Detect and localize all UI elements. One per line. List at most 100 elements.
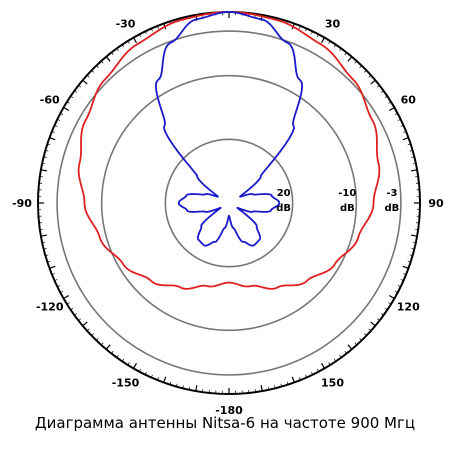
angle-tick [376,85,380,88]
angle-tick [305,28,308,32]
angle-tick [74,90,78,93]
angle-tick [320,37,326,44]
angle-tick [359,337,362,341]
angle-tick [63,294,70,300]
angle-tick [388,302,392,305]
angle-tick [411,169,418,172]
chart-title: Диаграмма антенны Nitsa-6 на частоте 900… [34,414,416,432]
ring-label-unit: dB [340,203,355,214]
angle-tick [397,118,401,121]
angle-tick [347,344,353,350]
angle-tick [49,137,56,141]
angle-tick [305,374,308,378]
outer-ring [37,11,421,395]
angle-label: 30 [325,18,341,31]
angle-tick [407,260,411,263]
angle-tick [400,124,404,127]
angle-tick [43,156,47,158]
angle-tick [388,101,392,104]
angle-tick [74,313,78,316]
angle-tick [328,362,331,366]
angle-tick [51,273,55,275]
angle-tick [402,265,409,269]
angle-tick [380,90,384,93]
angle-label: -60 [40,94,60,107]
ring-label-value: -10 [338,188,356,199]
angle-tick [286,381,289,385]
angle-tick [116,354,119,358]
angle-tick [368,74,372,78]
angle-tick [45,254,49,256]
angle-tick [127,362,130,366]
angle-tick [363,333,367,336]
angle-tick [409,254,413,256]
angle-tick [105,344,111,350]
angle-tick [47,260,51,263]
ring-label-value: -3 [386,188,397,199]
angle-tick [280,383,282,387]
angle-tick [144,371,147,375]
angle-tick [78,85,82,88]
angle-tick [116,48,119,52]
angle-label: -180 [215,404,243,417]
angle-tick [376,318,380,321]
series-line-0 [77,11,381,290]
angle-tick [411,156,415,158]
angle-tick [400,279,404,282]
angle-tick [394,113,398,116]
angle-tick [320,362,326,369]
angle-tick [57,118,61,121]
angle-tick [291,376,295,383]
angle-tick [43,248,47,250]
angle-tick [105,56,111,62]
angle-tick [40,234,47,237]
angle-tick [380,313,384,316]
angle-label: 0 [225,0,233,3]
angle-tick [66,302,70,305]
angle-tick [397,285,401,288]
angle-tick [100,60,104,64]
angle-tick [96,65,99,69]
angle-label: -120 [36,301,64,314]
angle-tick [274,385,276,389]
angle-tick [47,143,51,146]
angle-label: -90 [12,197,32,210]
angle-tick [157,377,159,381]
angle-tick [150,28,153,32]
angle-tick [121,358,125,362]
angle-tick [121,44,125,48]
angle-tick [60,290,64,293]
angle-tick [82,79,88,85]
angle-tick [359,65,362,69]
angle-tick [42,162,46,165]
angle-tick [403,273,407,275]
angle-tick [411,234,418,237]
angle-tick [354,60,358,64]
angle-tick [45,150,49,152]
angle-tick [370,321,376,327]
angle-label: -150 [112,376,140,389]
angle-tick [388,294,395,300]
angle-tick [91,333,95,336]
angle-tick [132,362,138,369]
angle-tick [384,307,388,311]
angle-tick [54,279,58,282]
angle-tick [344,52,347,56]
angle-tick [394,290,398,293]
angle-tick [316,368,319,372]
angle-label: 120 [397,301,420,314]
angle-label: -30 [116,18,136,31]
angle-tick [96,337,99,341]
angle-tick [339,48,342,52]
angle-tick [78,318,82,321]
angle-tick [354,342,358,346]
angle-tick [328,40,331,44]
angle-tick [139,34,142,38]
angle-tick [403,131,407,133]
angle-tick [344,350,347,354]
angle-tick [299,377,301,381]
angle-tick [370,79,376,85]
angle-tick [66,101,70,104]
angle-tick [412,241,416,244]
